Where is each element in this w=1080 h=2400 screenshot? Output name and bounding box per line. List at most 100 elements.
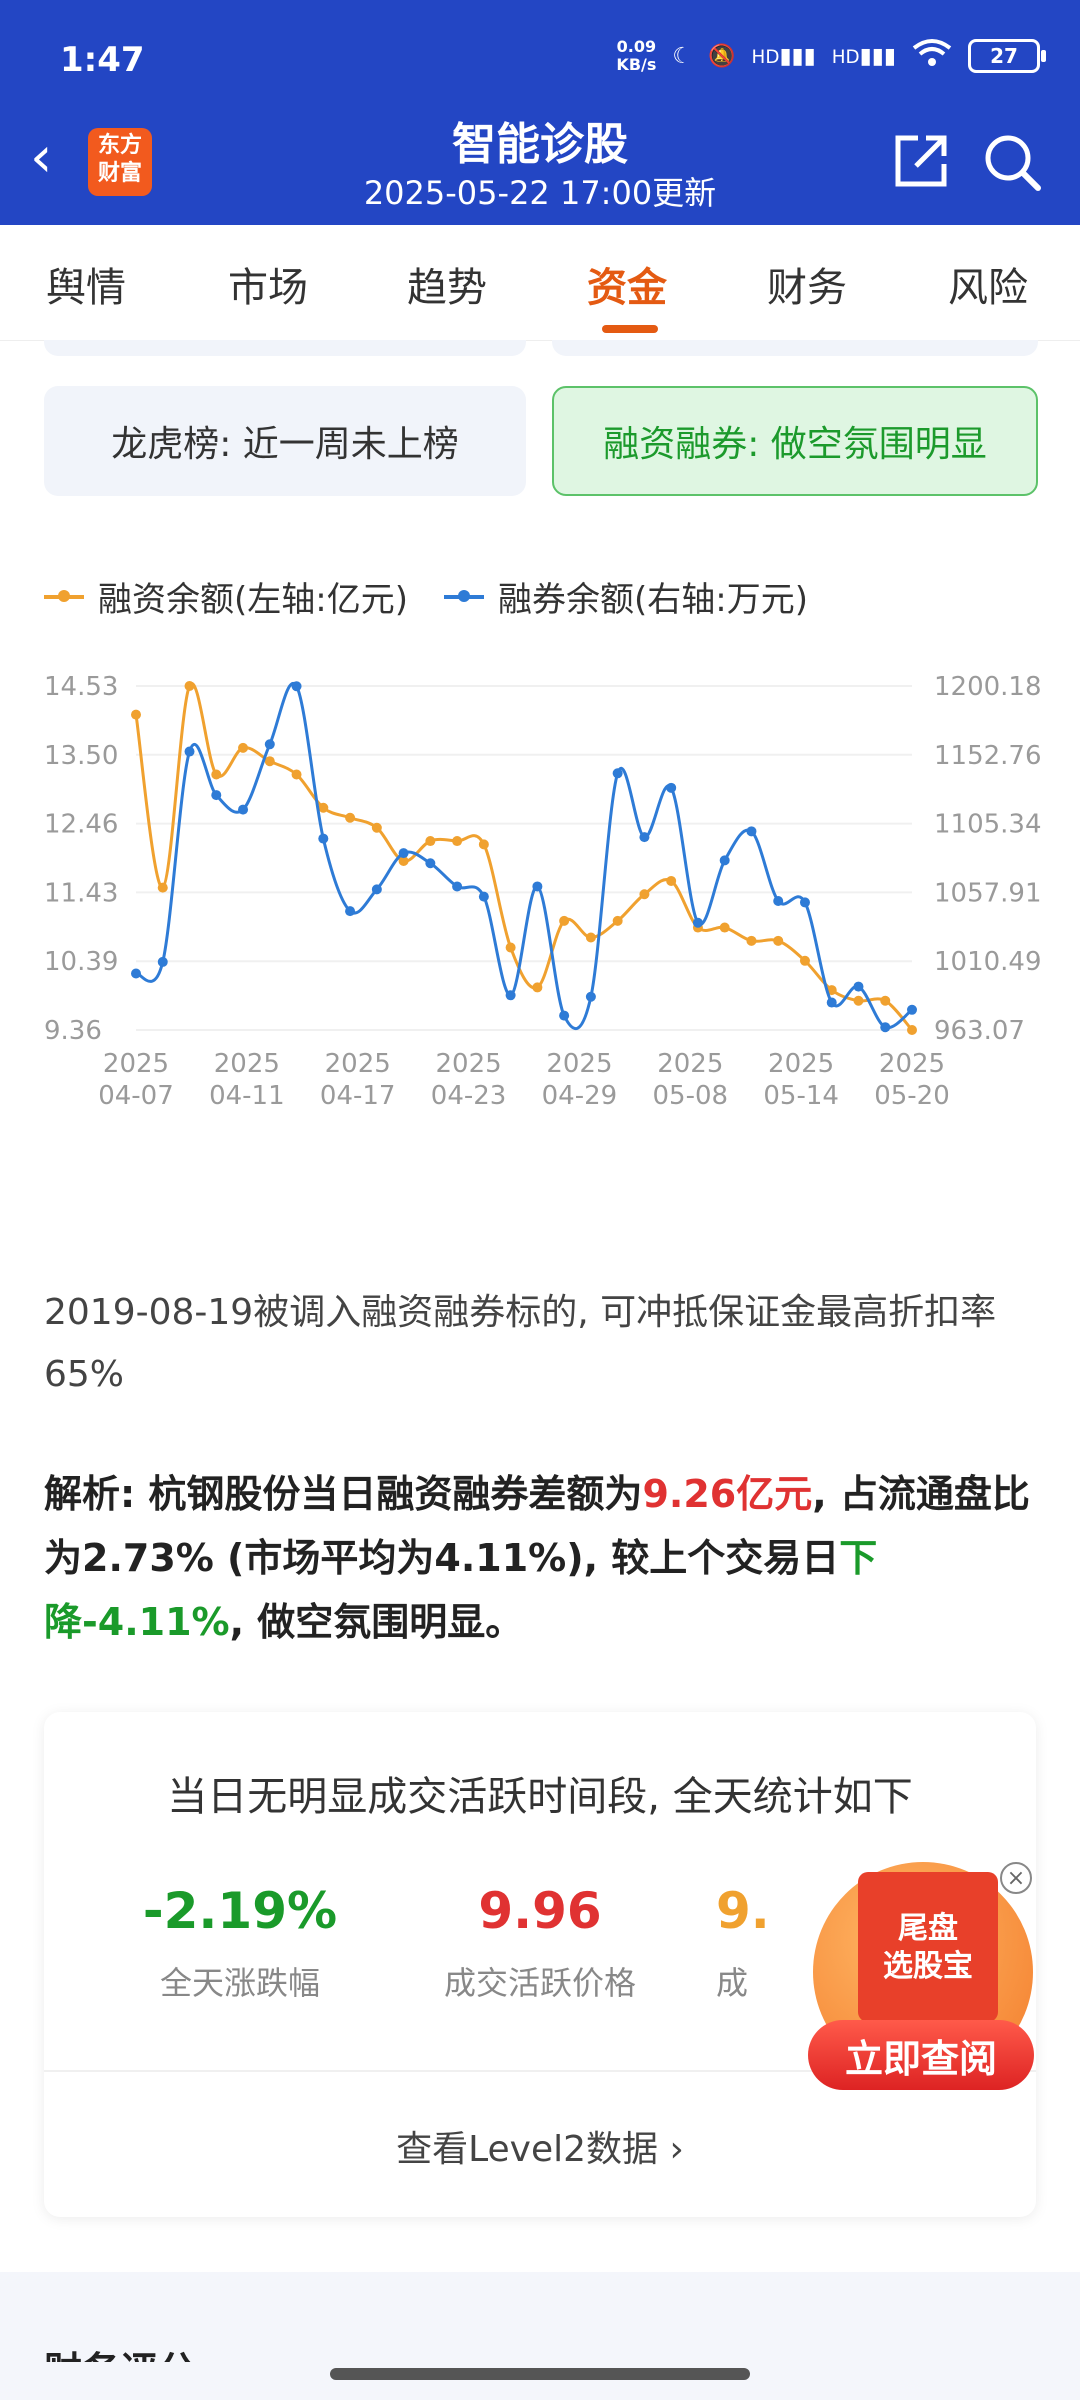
data-point: [371, 822, 382, 833]
x-axis-tick-date: 05-20: [874, 1081, 950, 1111]
data-point: [639, 889, 650, 900]
margin-balance-chart: 14.53 1200.18 13.50 1152.76 12.46 1105.34 11.4…: [44, 672, 1042, 1111]
legend-marker: [44, 589, 84, 602]
data-point: [505, 990, 516, 1001]
home-indicator[interactable]: [330, 2368, 750, 2380]
stats-title: 当日无明显成交活跃时间段, 全天统计如下: [167, 1774, 913, 1820]
data-point: [505, 942, 516, 953]
partial-card: [552, 340, 1038, 356]
right-axis-tick: 963.07: [934, 1016, 1025, 1046]
x-axis-tick-date: 04-17: [320, 1081, 396, 1111]
stat-label: 成交活跃价格: [443, 1964, 636, 2002]
stat-value: -2.19%: [142, 1882, 338, 1940]
data-point: [452, 881, 463, 892]
close-icon[interactable]: ×: [1000, 1862, 1032, 1894]
chart-legend: 融资余额(左轴:亿元) 融券余额(右轴:万元): [44, 572, 808, 621]
floating-ad[interactable]: 尾盘 选股宝 立即查阅 ×: [808, 1862, 1038, 2102]
data-point: [425, 858, 436, 869]
ad-view-button[interactable]: 立即查阅: [808, 2020, 1034, 2090]
x-axis-tick-year: 2025: [879, 1049, 945, 1079]
data-point: [211, 769, 222, 780]
data-point: [478, 891, 489, 902]
x-axis-tick-date: 04-11: [209, 1081, 285, 1111]
data-point: [478, 839, 489, 850]
data-point: [666, 875, 677, 886]
search-icon[interactable]: [980, 130, 1044, 194]
data-point: [559, 1010, 570, 1021]
tab-market[interactable]: 市场: [228, 265, 308, 311]
update-time: 2025-05-22 17:00更新: [363, 174, 717, 212]
data-point: [131, 968, 141, 979]
tab-sentiment[interactable]: 舆情: [46, 265, 126, 311]
data-point: [238, 804, 249, 815]
data-point: [345, 812, 356, 823]
wifi-icon: [912, 38, 952, 74]
stat-day-change: -2.19% 全天涨跌幅: [110, 1882, 370, 2004]
share-icon[interactable]: [892, 130, 952, 190]
x-axis-tick-date: 04-23: [431, 1081, 507, 1111]
data-point: [184, 681, 195, 691]
data-point: [719, 922, 730, 933]
chevron-right-icon: ›: [669, 2129, 684, 2170]
data-point: [880, 1022, 891, 1033]
dragon-tiger-card[interactable]: 龙虎榜: 近一周未上榜: [44, 386, 526, 496]
right-axis-tick: 1105.34: [934, 810, 1042, 840]
stat-active-price: 9.96 成交活跃价格: [410, 1882, 670, 2004]
data-point: [157, 882, 168, 893]
status-time: 1:47: [60, 40, 145, 80]
data-point: [612, 915, 623, 926]
data-point: [532, 881, 543, 892]
series-line-securities: [135, 682, 913, 1031]
level2-data-link[interactable]: 查看Level2数据 ›: [396, 2129, 684, 2170]
analysis-suffix: , 做空氛围明显。: [229, 1600, 524, 1644]
x-axis-tick-year: 2025: [214, 1049, 280, 1079]
analysis-change: 下降-4.11%: [44, 1536, 878, 1644]
data-point: [238, 742, 249, 753]
right-axis-tick: 1200.18: [934, 672, 1042, 702]
x-axis-tick-year: 2025: [546, 1049, 612, 1079]
active-tab-indicator: [602, 325, 658, 333]
data-point: [773, 935, 784, 946]
battery-indicator: 27: [968, 39, 1046, 73]
series-line-financing: [134, 682, 914, 1032]
app-header: 1:47 0.09 KB/s ☾ 🔕 HD▮▮▮ HD▮▮▮ 27 ‹ 东方 财…: [0, 0, 1080, 225]
data-point: [398, 848, 409, 859]
x-axis-tick-year: 2025: [103, 1049, 169, 1079]
data-point: [799, 897, 810, 908]
data-point: [318, 833, 329, 844]
legend-item-financing: 融资余额(左轴:亿元): [44, 572, 408, 621]
x-axis-tick-date: 05-08: [653, 1081, 729, 1111]
data-point: [826, 997, 837, 1008]
data-point: [264, 756, 275, 767]
legend-label: 融券余额(右轴:万元): [497, 580, 808, 620]
analysis-prefix: 解析: 杭钢股份当日融资融券差额为: [44, 1472, 643, 1516]
ad-book-icon: 尾盘 选股宝: [858, 1872, 998, 2022]
stat-label: 成: [716, 1964, 749, 2002]
data-point: [184, 746, 195, 757]
data-point: [291, 769, 302, 780]
moon-icon: ☾: [672, 43, 693, 69]
x-axis-tick-date: 04-29: [542, 1081, 618, 1111]
divider: [44, 2070, 1036, 2072]
brand-logo: 东方 财富: [88, 128, 152, 196]
data-point: [345, 906, 356, 917]
left-axis-tick: 13.50: [44, 741, 118, 771]
data-point: [907, 1025, 917, 1035]
back-icon[interactable]: ‹: [30, 125, 53, 190]
analysis-middle: , 占流通盘比为2.73% (市场平均为4.11%), 较上个交易日: [44, 1472, 1030, 1580]
tab-finance[interactable]: 财务: [767, 265, 847, 311]
data-point: [425, 836, 436, 847]
data-point: [612, 768, 623, 779]
x-axis-tick-date: 04-07: [98, 1081, 174, 1111]
tab-trend[interactable]: 趋势: [407, 265, 487, 311]
data-point: [666, 782, 677, 793]
data-point: [291, 681, 302, 692]
left-axis-tick: 14.53: [44, 672, 118, 702]
data-point: [318, 802, 329, 813]
data-point: [585, 932, 596, 943]
tab-risk[interactable]: 风险: [948, 265, 1028, 311]
tab-funds[interactable]: 资金: [587, 265, 667, 311]
data-point: [880, 995, 891, 1006]
margin-trading-card[interactable]: 融资融券: 做空氛围明显: [552, 386, 1038, 496]
x-axis-tick-year: 2025: [325, 1049, 391, 1079]
